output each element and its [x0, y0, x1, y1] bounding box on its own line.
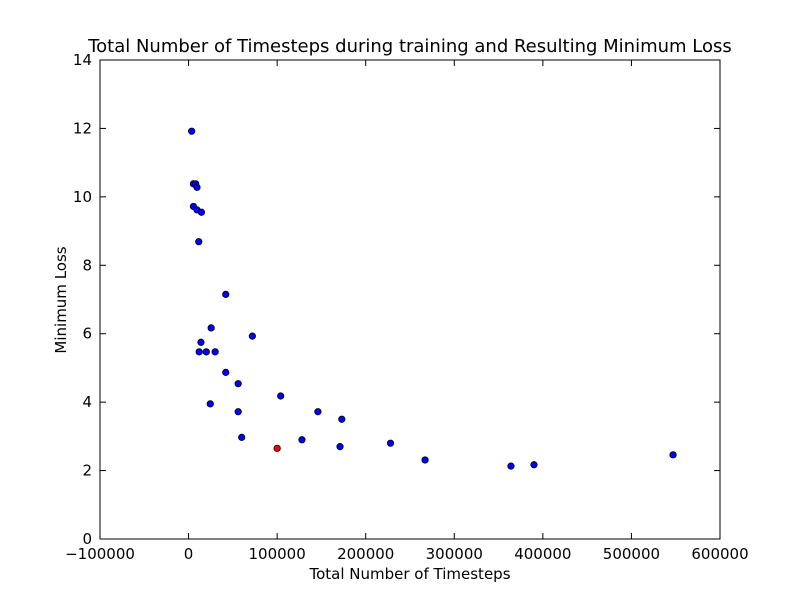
data-point	[207, 324, 215, 332]
x-tick-label: 200000	[337, 545, 394, 563]
x-axis-label: Total Number of Timesteps	[308, 565, 510, 583]
data-point	[202, 348, 210, 356]
x-tick-label: 300000	[426, 545, 483, 563]
y-tick-label: 2	[82, 462, 92, 480]
x-tick-label: −100000	[65, 545, 135, 563]
data-point	[211, 348, 219, 356]
data-point	[193, 183, 201, 191]
data-point	[314, 408, 322, 416]
y-tick-label: 4	[82, 393, 92, 411]
data-point	[530, 461, 538, 469]
data-point	[188, 127, 196, 135]
axis-ticks: −100000 0 100000 200000 300000 400000 500000 60…	[65, 51, 749, 563]
x-tick-label: 400000	[514, 545, 571, 563]
y-tick-label: 10	[73, 188, 92, 206]
data-point	[336, 443, 344, 451]
y-tick-label: 12	[73, 119, 92, 137]
data-point	[197, 208, 206, 216]
x-tick-label: 0	[184, 545, 194, 563]
data-point	[234, 380, 242, 388]
data-point	[248, 332, 256, 340]
x-tick-label: 100000	[249, 545, 306, 563]
data-point	[298, 436, 306, 444]
x-tick-label: 500000	[603, 545, 660, 563]
data-point	[238, 433, 246, 441]
y-tick-label: 8	[82, 256, 92, 274]
data-point	[386, 439, 395, 447]
data-point	[197, 338, 205, 346]
y-tick-label: 14	[73, 51, 92, 69]
y-tick-label: 0	[82, 530, 92, 548]
chart-title: Total Number of Timesteps during trainin…	[87, 36, 732, 57]
y-tick-label: 6	[82, 325, 92, 343]
data-point	[234, 408, 242, 416]
data-point	[669, 451, 677, 459]
data-point	[421, 456, 429, 464]
data-points	[188, 127, 677, 470]
y-axis-label: Minimum Loss	[52, 246, 70, 353]
plot-frame	[99, 59, 721, 540]
data-point	[195, 348, 203, 356]
data-point	[222, 368, 230, 376]
data-point	[277, 392, 285, 400]
data-point	[195, 238, 203, 246]
data-point	[206, 400, 214, 408]
data-point-highlight	[273, 444, 281, 452]
data-point	[338, 415, 346, 423]
data-point	[222, 290, 230, 298]
data-point	[507, 462, 515, 470]
x-tick-label: 600000	[691, 545, 748, 563]
